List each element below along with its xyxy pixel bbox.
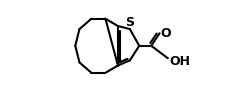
Text: OH: OH xyxy=(169,55,190,68)
Text: O: O xyxy=(160,27,171,40)
Text: S: S xyxy=(125,16,134,29)
